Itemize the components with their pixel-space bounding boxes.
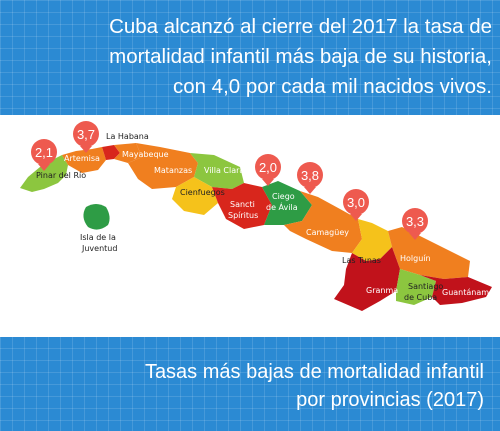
province-isla-de-la-juventud	[83, 204, 110, 230]
label-camaguey: Camagüey	[306, 228, 349, 237]
pin-sancti-spiritus: 2,0	[255, 154, 281, 186]
pin-value-holguin: 3,3	[406, 214, 424, 229]
pin-value-pinar: 2,1	[35, 145, 53, 160]
label-cienfuegos: Cienfuegos	[180, 188, 225, 197]
province-granma	[334, 247, 400, 311]
label-granma: Granma	[366, 286, 398, 295]
label-artemisa: Artemisa	[64, 154, 100, 163]
label-santiago: Santiago	[408, 282, 443, 291]
footer-caption: Tasas más bajas de mortalidad infantil p…	[8, 358, 484, 414]
pin-value-sancti: 2,0	[259, 160, 277, 175]
label-de-cuba: de Cuba	[404, 293, 437, 302]
label-isla-de-la: Isla de la	[80, 233, 116, 242]
province-artemisa	[62, 147, 106, 173]
province-holguin	[388, 227, 470, 279]
province-mayabeque	[114, 143, 142, 163]
footer-line-2: por provincias (2017)	[296, 389, 484, 411]
headline: Cuba alcanzó al cierre del 2017 la tasa …	[8, 12, 492, 102]
headline-line-3: con 4,0 por cada mil nacidos vivos.	[172, 75, 492, 98]
headline-line-1: Cuba alcanzó al cierre del 2017 la tasa …	[109, 15, 492, 38]
province-santiago-de-cuba	[396, 269, 436, 305]
footer-line-1: Tasas más bajas de mortalidad infantil	[144, 361, 484, 383]
label-las-tunas: Las Tunas	[342, 256, 381, 265]
province-pinar-del-rio	[20, 155, 68, 192]
label-la-habana: La Habana	[106, 132, 149, 141]
label-matanzas: Matanzas	[154, 166, 192, 175]
label-spiritus: Spíritus	[228, 211, 258, 220]
headline-line-2: mortalidad infantil más baja de su histo…	[109, 45, 492, 68]
pin-value-ciego: 3,8	[301, 168, 319, 183]
label-pinar-del-rio: Pinar del Río	[36, 171, 86, 180]
pin-camaguey: 3,0	[343, 189, 369, 221]
label-juventud: Juventud	[81, 244, 117, 253]
label-sancti: Sancti	[230, 200, 255, 209]
province-camaguey	[284, 191, 362, 253]
province-matanzas	[128, 143, 198, 189]
pin-ciego-de-avila: 3,8	[297, 162, 323, 194]
label-ciego: Ciego	[272, 192, 295, 201]
province-guantanamo	[420, 275, 492, 305]
cuba-map: Pinar del Río Artemisa La Habana Mayabeq…	[20, 121, 494, 311]
pin-pinar-del-rio: 2,1	[31, 139, 57, 171]
province-la-habana	[102, 145, 120, 160]
province-villa-clara	[190, 153, 244, 189]
province-ciego-de-avila	[262, 181, 312, 225]
pin-artemisa: 3,7	[73, 121, 99, 153]
pin-value-camaguey: 3,0	[347, 195, 365, 210]
province-cienfuegos	[172, 177, 218, 215]
province-sancti-spiritus	[212, 183, 272, 229]
pin-holguin: 3,3	[402, 208, 428, 240]
label-holguin: Holguín	[400, 254, 431, 263]
map-panel: Pinar del Río Artemisa La Habana Mayabeq…	[0, 115, 500, 337]
label-mayabeque: Mayabeque	[122, 150, 169, 159]
label-de-avila: de Ávila	[266, 201, 298, 212]
label-guantanamo: Guantánamo	[442, 288, 494, 297]
province-las-tunas	[352, 219, 392, 261]
label-villa-clara: Villa Clara	[204, 166, 244, 175]
pin-value-artemisa: 3,7	[77, 127, 95, 142]
